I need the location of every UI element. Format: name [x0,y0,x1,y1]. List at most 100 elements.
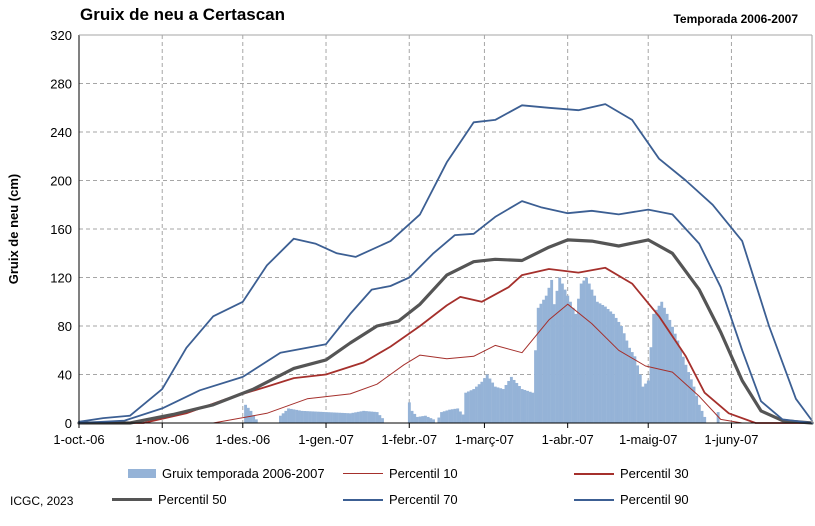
snow-bar [415,416,419,423]
snow-bar [373,411,376,423]
snow-bar [590,289,594,423]
snow-bar [620,326,623,423]
snow-bar [493,386,497,423]
snow-bar [550,279,554,423]
x-tick-label: 1-abr.-07 [542,432,594,447]
snow-bar [574,313,578,423]
snow-bar [343,413,347,423]
snow-bar [609,311,613,423]
snow-bar [665,313,669,423]
snow-bar [526,390,529,423]
snow-bar [491,382,495,423]
snow-bar [244,404,248,423]
credit: ICGC, 2023 [10,494,74,508]
snow-bar [252,415,256,423]
snow-bar [327,412,331,423]
snow-bar [547,287,551,423]
snow-bar [662,307,666,423]
snow-bar [552,304,556,423]
season-label: Temporada 2006-2007 [673,12,798,26]
snow-bar [593,295,597,423]
snow-bar [477,384,481,423]
snow-bar [654,309,658,423]
snow-bar [614,317,618,423]
snow-bar [453,408,457,423]
snow-bar [456,408,460,423]
snow-bar [308,411,312,423]
snow-depth-chart: 0 40 80 120 160 200 240 280 320 1-oct.-06 1-nov.-0… [6,28,814,447]
series-line-p90 [78,103,813,423]
snow-bar [509,376,513,423]
snow-bar [560,283,564,423]
snow-bar [692,386,696,423]
legend-swatch-p10 [343,473,383,474]
snow-bar [346,413,350,423]
snow-bar [246,407,250,423]
snow-bar [660,301,664,423]
y-tick-label: 0 [65,416,72,431]
snow-bar [254,419,258,423]
snow-bar [351,412,355,423]
x-tick-label: 1-maig-07 [619,432,678,447]
snow-bar [432,419,435,423]
y-tick-label: 80 [58,319,72,334]
snow-bar [448,409,452,423]
legend-swatch-bars [128,469,156,478]
snow-bar [520,389,524,423]
legend-p50: Percentil 50 [112,492,227,507]
line-series [77,103,814,425]
snow-bar [611,313,615,423]
legend-swatch-p30 [574,472,614,475]
snow-bar [501,389,505,423]
snow-bar [539,303,543,423]
snow-bar [469,390,473,423]
legend-label-p90: Percentil 90 [620,492,689,507]
snow-bar [496,387,500,423]
snow-bar [649,347,653,423]
snow-bar [598,303,602,423]
snow-bar [287,408,290,423]
snow-bar [536,307,540,423]
snow-bar [638,374,642,423]
snow-bar [679,348,682,423]
snow-bar [300,410,304,423]
snow-bar [375,412,379,423]
snow-bar [628,347,631,423]
snow-bar [515,382,519,423]
snow-bar [488,378,492,423]
snow-bar [316,411,320,423]
y-tick-label: 320 [50,28,72,43]
legend-swatch-p70 [343,498,383,501]
y-tick-label: 160 [50,222,72,237]
snow-bar [641,386,645,423]
snow-bar [295,409,299,423]
series-line-p50 [77,238,814,425]
snow-bar [313,411,317,423]
snow-bar [330,412,333,423]
axes: 0 40 80 120 160 200 240 280 320 1-oct.-06 1-nov.-0… [50,28,813,447]
legend-p30: Percentil 30 [574,466,689,481]
snow-bar [450,409,454,423]
x-tick-label: 1-nov.-06 [135,432,189,447]
snow-bar [381,418,384,423]
snow-bar [534,350,537,423]
snow-bar [324,412,328,423]
snow-bar [595,301,599,423]
legend-p10: Percentil 10 [343,466,458,481]
snow-bar [601,304,605,423]
snow-bar [445,410,449,423]
grid [79,34,812,423]
snow-bar [340,412,344,423]
snow-bar [475,386,478,423]
snow-bar [517,386,521,423]
snow-bar [531,392,535,423]
snow-bar [603,306,607,423]
legend-label-bars: Gruix temporada 2006-2007 [162,466,325,481]
legend-label-p30: Percentil 30 [620,466,689,481]
x-tick-label: 1-des.-06 [215,432,270,447]
x-tick-label: 1-febr.-07 [381,432,437,447]
snow-bar [569,301,572,423]
snow-bar [284,410,288,423]
snow-bar [558,277,562,423]
snow-bar [512,379,516,423]
